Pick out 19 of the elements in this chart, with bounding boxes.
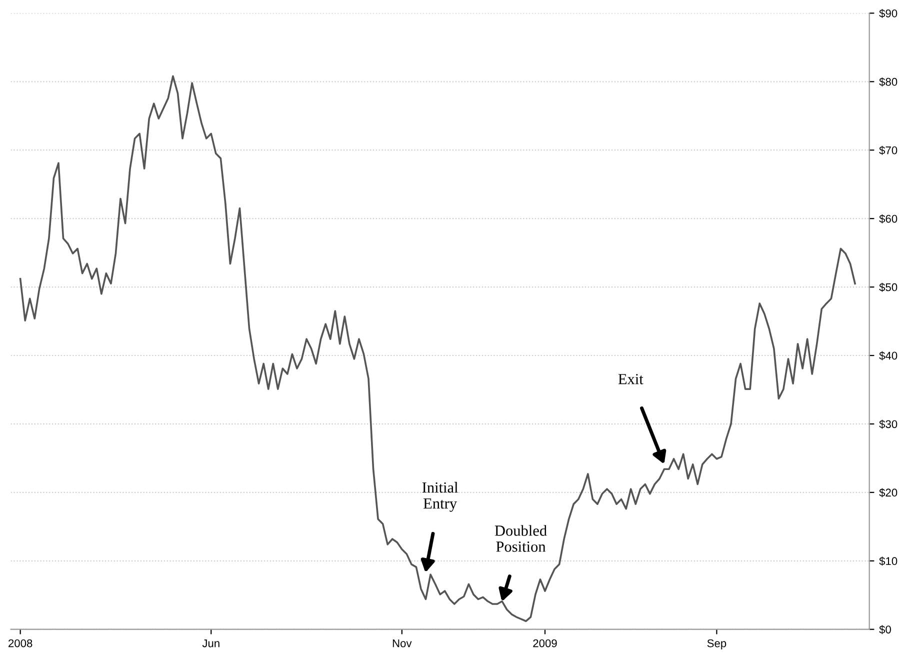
y-tick-label: $10 [879,556,898,566]
x-tick-label: Nov [392,639,412,648]
line-series [19,75,856,622]
y-tick-label: $40 [879,351,898,360]
y-tick-label: $20 [879,488,898,498]
y-tick-label: $30 [879,420,898,429]
annotation: Doubled Position [494,525,547,552]
y-tick-label: $60 [879,214,898,224]
y-tick-label: $70 [879,146,898,155]
x-tick-label: 2009 [533,639,557,648]
y-tick-label: $90 [879,8,898,18]
annotation: Initial Entry [422,482,458,512]
annotation: Exit [618,374,644,384]
y-tick-label: $50 [879,282,898,292]
y-tick-label: $80 [879,77,898,86]
x-tick-label: Sep [707,639,726,650]
y-tick-label: $0 [879,625,891,634]
x-tick-label: Jun [202,639,220,648]
x-tick-label: 2008 [8,639,32,648]
